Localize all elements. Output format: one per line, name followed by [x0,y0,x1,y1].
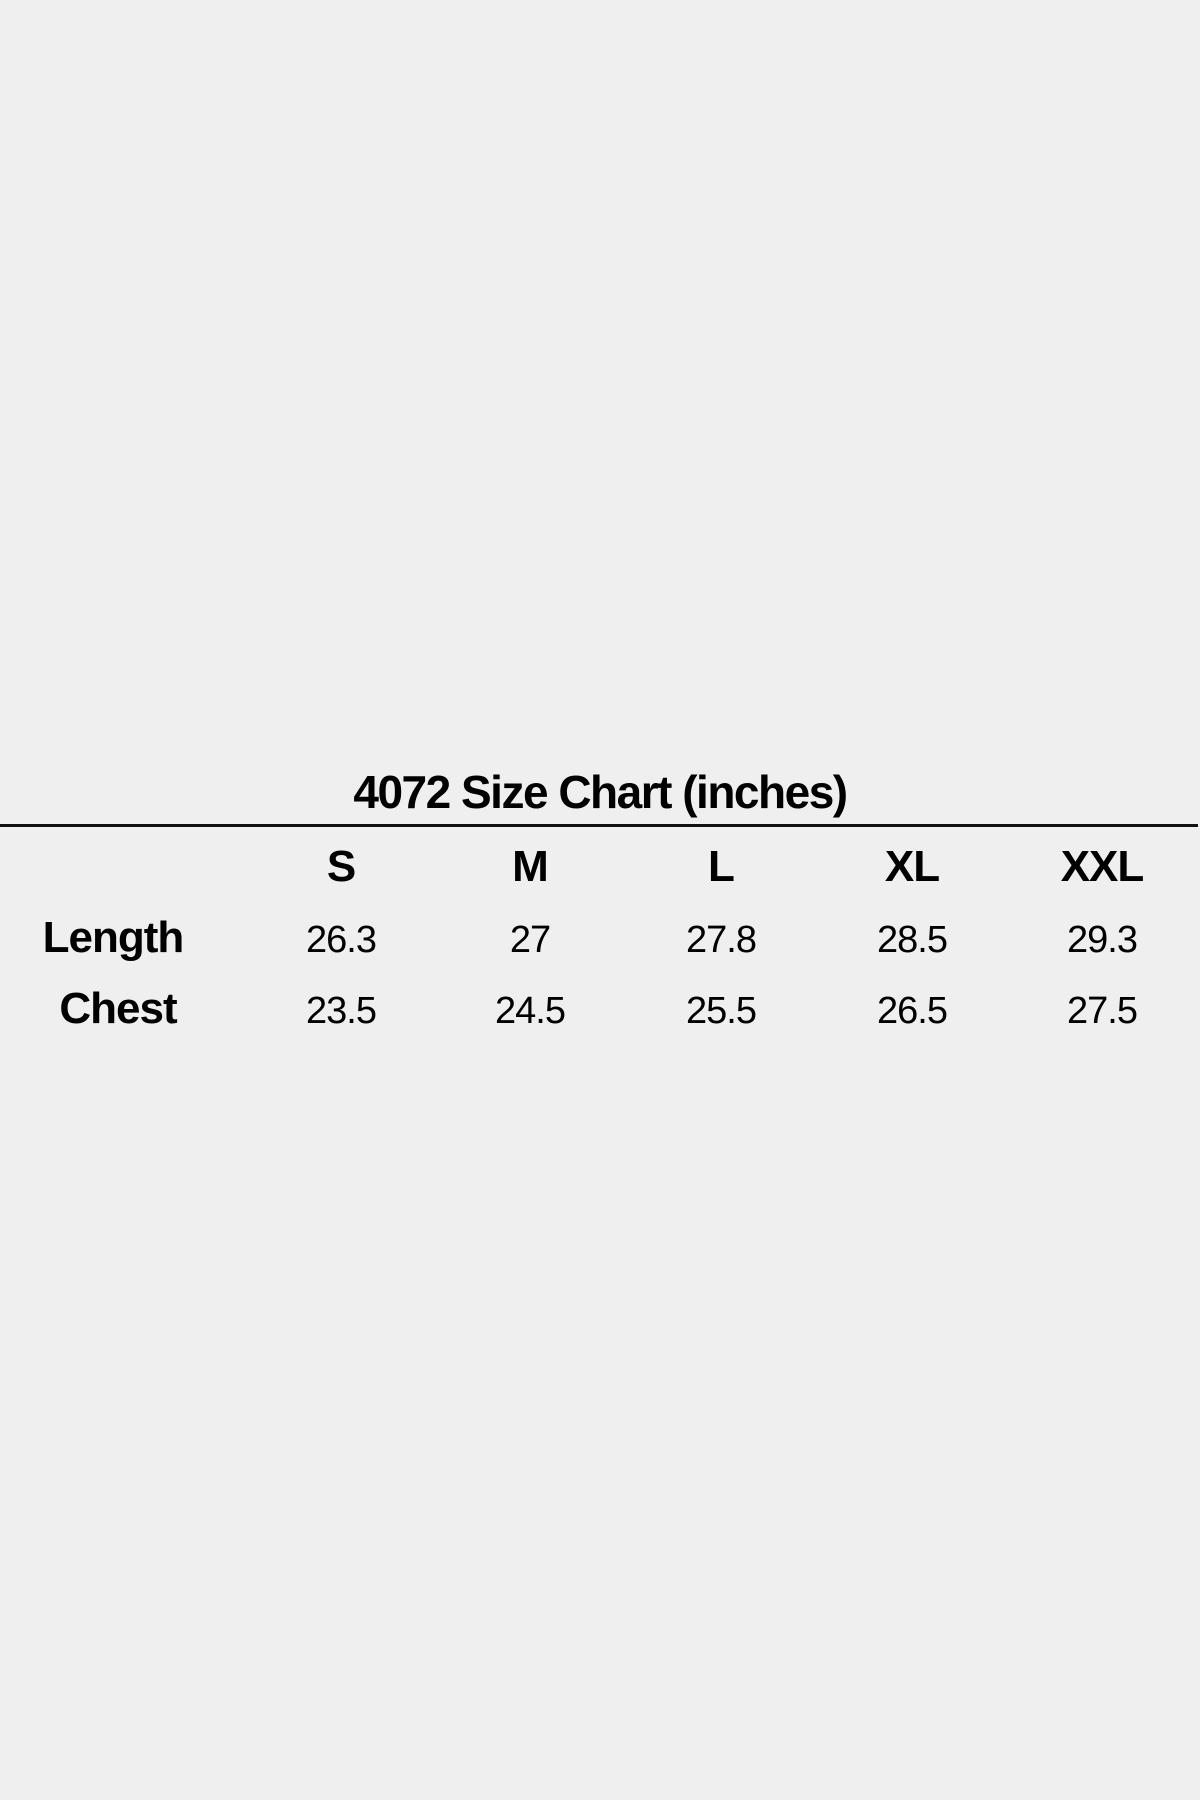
chest-m: 24.5 [495,990,566,1032]
length-xxl: 29.3 [1067,919,1138,961]
header-size-l: L [708,842,735,891]
chest-s: 23.5 [306,990,377,1032]
length-xl: 28.5 [877,919,948,961]
chest-xl: 26.5 [877,990,948,1032]
header-size-xl: XL [884,842,940,891]
header-size-s: S [326,842,356,891]
row-label-length: Length [42,913,185,962]
title-divider [0,824,1198,827]
length-l: 27.8 [686,919,757,961]
header-size-xxl: XXL [1060,842,1145,891]
chest-l: 25.5 [686,990,757,1032]
row-label-chest: Chest [59,984,177,1033]
length-m: 27 [509,919,551,961]
chest-xxl: 27.5 [1067,990,1138,1032]
header-size-m: M [512,842,549,891]
length-s: 26.3 [306,919,377,961]
size-chart-title: 4072 Size Chart (inches) [353,766,848,818]
